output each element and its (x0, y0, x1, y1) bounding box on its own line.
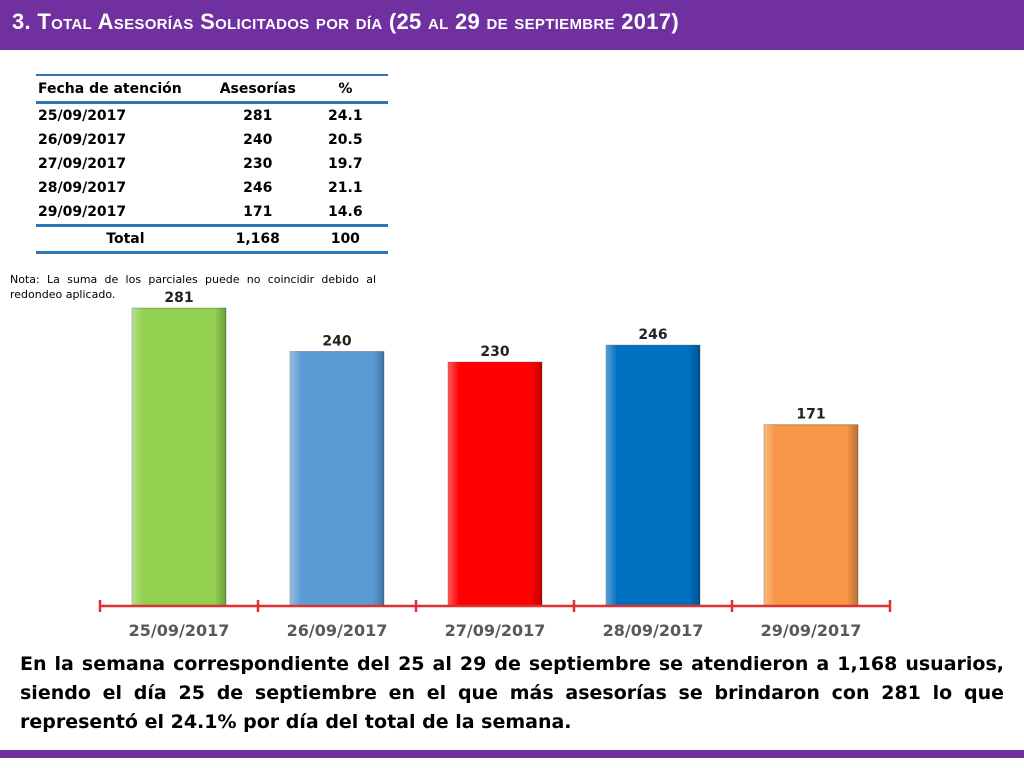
category-label: 25/09/2017 (129, 621, 230, 640)
bar-chart: 281 25/09/2017 240 26/09/2017 230 27/09/2017 2… (98, 290, 892, 640)
category-label: 28/09/2017 (603, 621, 704, 640)
category-label: 26/09/2017 (287, 621, 388, 640)
header-date: Fecha de atención (36, 77, 213, 104)
cell-count: 240 (243, 132, 273, 148)
cell-date: 29/09/2017 (38, 204, 127, 220)
header-bar: 3. Total Asesorías Solicitados por día (… (0, 0, 1024, 50)
cell-percent: 14.6 (328, 204, 363, 220)
category-label: 27/09/2017 (445, 621, 546, 640)
data-label: 240 (322, 333, 351, 349)
bar-shading (290, 351, 384, 606)
data-label: 246 (638, 327, 667, 343)
footer-bar (0, 750, 1024, 758)
table-row: 26/09/2017 240 20.5 (36, 128, 388, 152)
table-row: 25/09/2017 281 24.1 (36, 103, 388, 129)
data-label: 171 (796, 407, 825, 423)
cell-count: 281 (243, 108, 273, 124)
total-label: Total (36, 224, 213, 254)
header-count: Asesorías (212, 77, 303, 104)
cell-date: 26/09/2017 (38, 132, 127, 148)
table-row: 28/09/2017 246 21.1 (36, 176, 388, 200)
cell-count: 171 (243, 204, 273, 220)
data-label: 281 (164, 290, 193, 306)
cell-date: 27/09/2017 (38, 156, 127, 172)
cell-date: 28/09/2017 (38, 180, 127, 196)
cell-percent: 21.1 (328, 180, 363, 196)
page-title: 3. Total Asesorías Solicitados por día (… (12, 9, 680, 34)
table-header-row: Fecha de atención Asesorías % (36, 77, 388, 104)
footnote: Nota: La suma de los parciales puede no … (10, 273, 376, 301)
data-label: 230 (480, 344, 509, 360)
table-total-row: Total 1,168 100 (36, 224, 388, 254)
table-row: 27/09/2017 230 19.7 (36, 152, 388, 176)
table-row: 29/09/2017 171 14.6 (36, 200, 388, 226)
total-percent: 100 (302, 224, 388, 254)
header-percent: % (302, 77, 388, 104)
cell-count: 230 (243, 156, 273, 172)
summary-text: En la semana correspondiente del 25 al 2… (20, 653, 1004, 733)
bar-shading (764, 424, 858, 606)
total-count: 1,168 (212, 224, 303, 254)
cell-percent: 19.7 (328, 156, 363, 172)
cell-date: 25/09/2017 (38, 108, 127, 124)
bar-shading (606, 345, 700, 606)
category-label: 29/09/2017 (761, 621, 862, 640)
bar-shading (132, 308, 226, 606)
table-top-rule (36, 74, 388, 76)
bar-shading (448, 362, 542, 606)
cell-percent: 20.5 (328, 132, 363, 148)
cell-count: 246 (243, 180, 273, 196)
cell-percent: 24.1 (328, 108, 363, 124)
data-table: Fecha de atención Asesorías % 25/09/2017… (36, 77, 388, 254)
